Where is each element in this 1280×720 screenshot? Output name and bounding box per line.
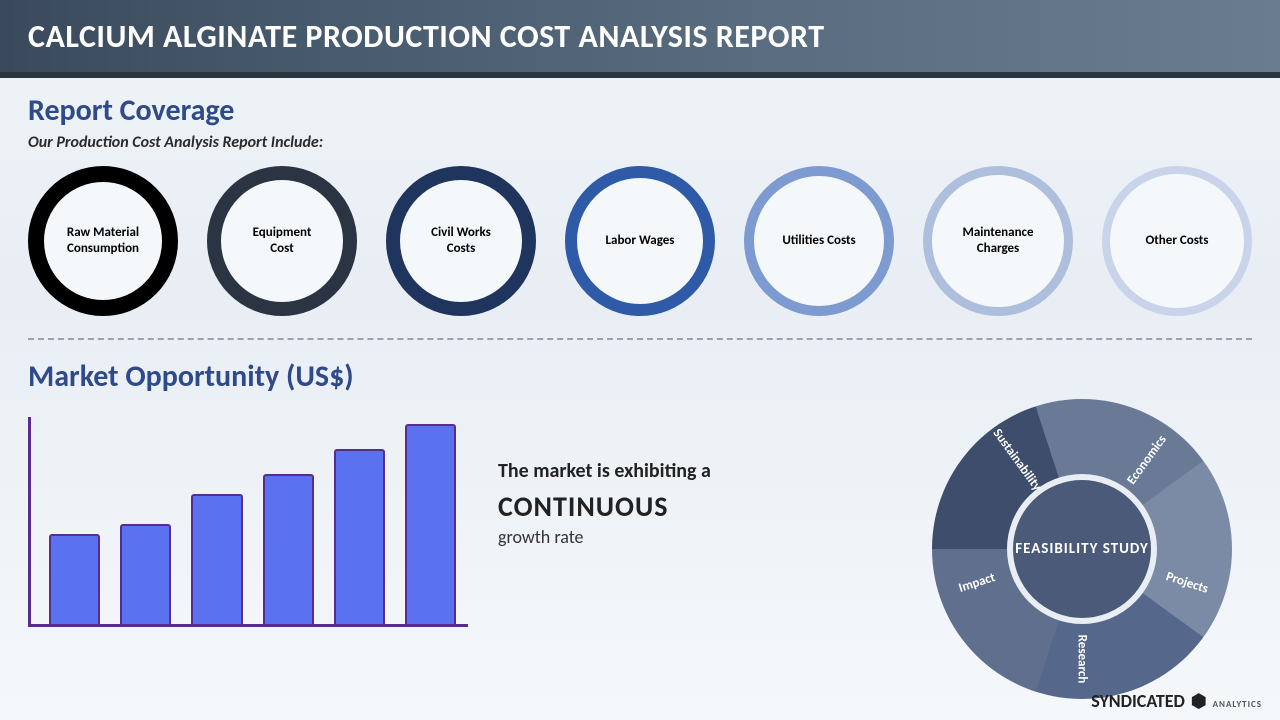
coverage-ring: Civil Works Costs (386, 166, 536, 316)
coverage-ring: Equipment Cost (207, 166, 357, 316)
coverage-ring: Raw Material Consumption (28, 166, 178, 316)
coverage-subtitle: Our Production Cost Analysis Report Incl… (28, 133, 1252, 152)
coverage-ring: Labor Wages (565, 166, 715, 316)
wheel-hub: FEASIBILITY STUDY (1007, 474, 1157, 624)
bar (263, 474, 314, 624)
section-divider (28, 338, 1252, 340)
growth-line1: The market is exhibiting a (498, 459, 838, 483)
wheel-segment-label: Sustainability (990, 426, 1045, 494)
coverage-heading: Report Coverage (28, 92, 1252, 129)
wheel-segment-label: Projects (1164, 569, 1210, 597)
coverage-ring-row: Raw Material ConsumptionEquipment CostCi… (28, 166, 1252, 316)
wheel-segment-label: Research (1075, 635, 1090, 684)
main-content: Report Coverage Our Production Cost Anal… (0, 78, 1280, 699)
wheel-segment-label: Economics (1124, 433, 1170, 488)
coverage-ring: Other Costs (1102, 166, 1252, 316)
feasibility-wheel: FEASIBILITY STUDYEconomics Projects Resear… (932, 399, 1252, 699)
bar (334, 449, 385, 624)
brand-subname: ANALYTICS (1213, 699, 1262, 710)
wheel-segment-label: Impact (957, 570, 997, 596)
bar (191, 494, 242, 624)
opportunity-heading: Market Opportunity (US$) (28, 358, 1252, 395)
header-banner: CALCIUM ALGINATE PRODUCTION COST ANALYSI… (0, 0, 1280, 78)
coverage-ring: Utilities Costs (744, 166, 894, 316)
lower-row: The market is exhibiting a CONTINUOUS gr… (28, 399, 1252, 699)
brand-logo: SYNDICATED ⬢ ANALYTICS (1091, 690, 1262, 712)
bar-chart (28, 417, 468, 627)
growth-text: The market is exhibiting a CONTINUOUS gr… (498, 399, 838, 548)
bar-chart-block (28, 399, 468, 627)
growth-line3: growth rate (498, 526, 838, 548)
brand-icon: ⬢ (1191, 690, 1207, 712)
brand-name: SYNDICATED (1091, 690, 1185, 712)
page-title: CALCIUM ALGINATE PRODUCTION COST ANALYSI… (28, 17, 825, 56)
bar (120, 524, 171, 624)
bar (49, 534, 100, 624)
growth-emphasis: CONTINUOUS (498, 489, 838, 524)
coverage-ring: Maintenance Charges (923, 166, 1073, 316)
bar (405, 424, 456, 624)
